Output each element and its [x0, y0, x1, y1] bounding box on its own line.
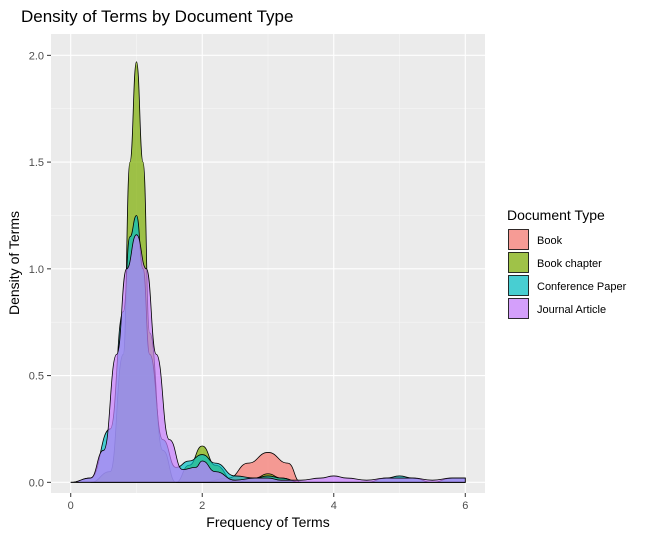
x-axis-title: Frequency of Terms: [206, 514, 329, 530]
legend-label-book-chapter: Book chapter: [537, 258, 602, 270]
x-tick-label: 6: [462, 500, 468, 512]
density-areas: [70, 61, 466, 483]
legend-swatch-journal-article: [508, 298, 529, 319]
x-tick-label: 0: [68, 500, 74, 512]
legend-title: Document Type: [507, 207, 605, 223]
legend-label-book: Book: [537, 235, 563, 247]
y-axis: 0.0 0.5 1.0 1.5 2.0: [29, 50, 51, 489]
x-tick-label: 2: [199, 500, 205, 512]
legend-label-journal-article: Journal Article: [537, 304, 606, 316]
legend-swatch-book-chapter: [508, 252, 529, 273]
legend-swatch-conference-paper: [508, 275, 529, 296]
y-tick-label: 0.0: [29, 477, 44, 489]
x-tick-label: 4: [331, 500, 337, 512]
major-gridlines: [51, 34, 485, 493]
y-tick-label: 2.0: [29, 50, 44, 62]
y-tick-label: 0.5: [29, 371, 44, 383]
y-tick-label: 1.0: [29, 264, 44, 276]
y-axis-title: Density of Terms: [6, 211, 22, 315]
legend-label-conference-paper: Conference Paper: [537, 281, 627, 293]
density-area-journal-article: [70, 234, 466, 483]
legend: Document Type Book Book chapter Conference…: [507, 207, 627, 319]
y-tick-label: 1.5: [29, 157, 44, 169]
chart-title: Density of Terms by Document Type: [21, 7, 293, 26]
x-axis: 0 2 4 6: [68, 493, 468, 512]
legend-swatch-book: [508, 229, 529, 250]
